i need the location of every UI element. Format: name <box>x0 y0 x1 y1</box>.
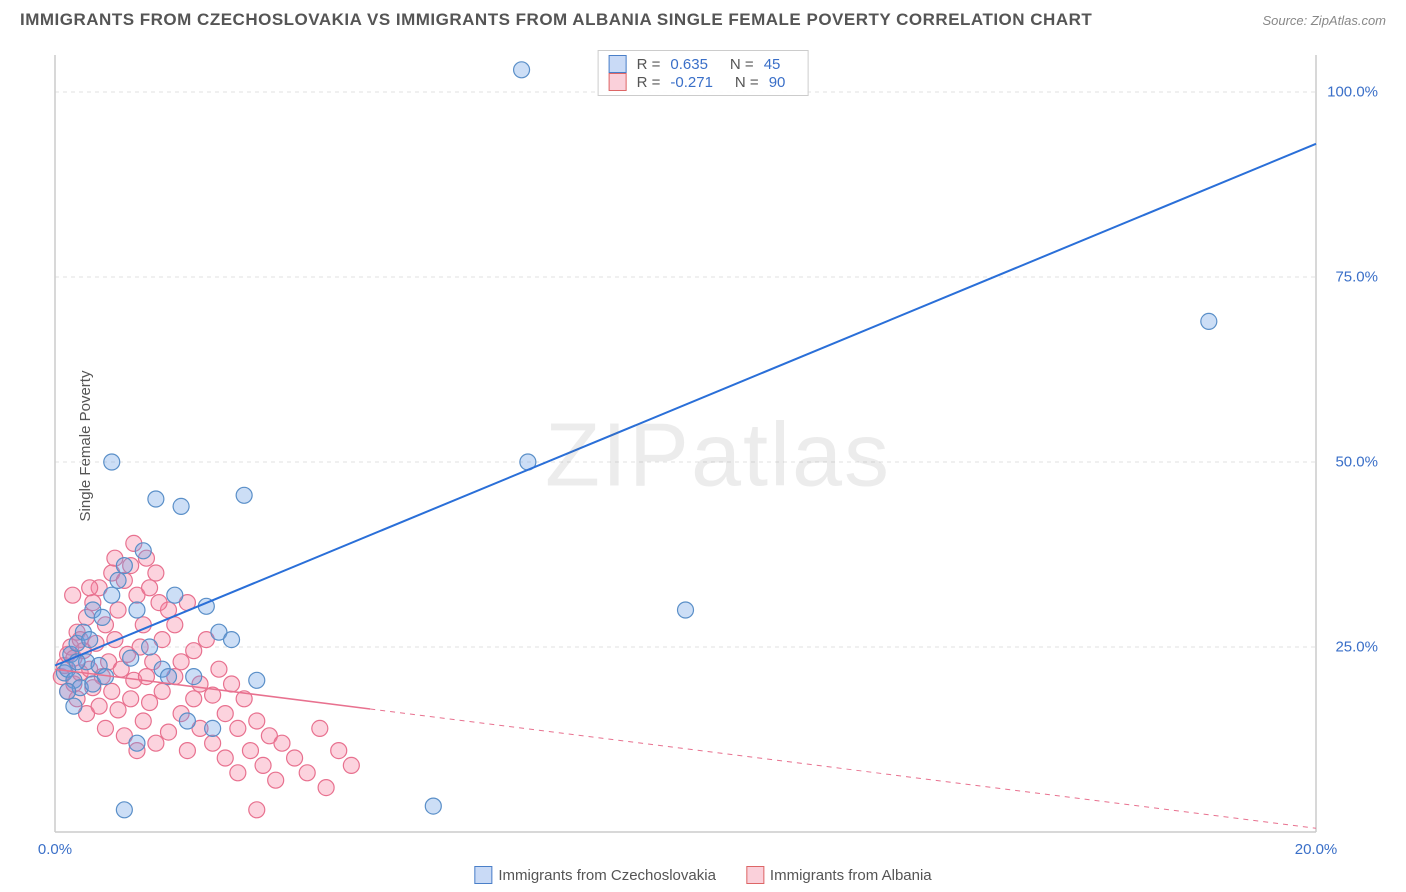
series-legend: Immigrants from Czechoslovakia Immigrant… <box>474 866 931 884</box>
correlation-legend: R = 0.635 N = 45 R = -0.271 N = 90 <box>598 50 809 96</box>
r-label: R = <box>637 56 661 73</box>
chart-title: IMMIGRANTS FROM CZECHOSLOVAKIA VS IMMIGR… <box>20 10 1092 30</box>
source-label: Source: ZipAtlas.com <box>1262 13 1386 28</box>
n-value-blue: 45 <box>764 56 781 73</box>
chart-area: ZIPatlas <box>50 50 1386 862</box>
legend-swatch-blue-icon <box>474 866 492 884</box>
y-tick-label: 75.0% <box>1335 269 1378 286</box>
y-tick-label: 50.0% <box>1335 454 1378 471</box>
legend-swatch-pink-icon <box>746 866 764 884</box>
r-value-pink: -0.271 <box>670 74 713 91</box>
r-value-blue: 0.635 <box>670 56 708 73</box>
x-tick-label: 0.0% <box>38 841 72 858</box>
n-label: N = <box>730 56 754 73</box>
n-label: N = <box>735 74 759 91</box>
legend-swatch-blue <box>609 55 627 73</box>
y-tick-label: 25.0% <box>1335 639 1378 656</box>
scatter-plot-svg <box>50 50 1386 862</box>
series-label-pink: Immigrants from Albania <box>770 867 932 884</box>
legend-swatch-pink <box>609 73 627 91</box>
r-label: R = <box>637 74 661 91</box>
y-tick-label: 100.0% <box>1327 84 1378 101</box>
series-label-blue: Immigrants from Czechoslovakia <box>498 867 716 884</box>
n-value-pink: 90 <box>769 74 786 91</box>
x-tick-label: 20.0% <box>1295 841 1338 858</box>
